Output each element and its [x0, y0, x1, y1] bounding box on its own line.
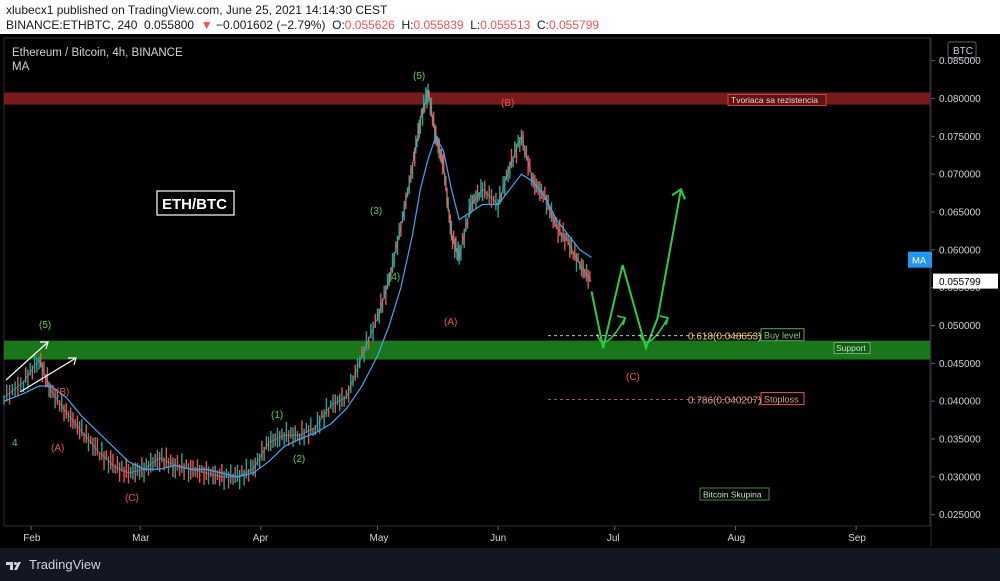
y-tick-label: 0.035000 [939, 434, 981, 445]
y-tick-label: 0.030000 [939, 472, 981, 483]
y-tick-label: 0.040000 [939, 397, 981, 408]
resistance-tag-box [727, 94, 827, 106]
publication-header: xlubecx1 published on TradingView.com, J… [0, 0, 1000, 34]
y-tick-label: 0.050000 [939, 321, 981, 332]
tradingview-icon [6, 561, 21, 570]
fib-tag-label: Buy level [764, 331, 801, 341]
quote-line: BINANCE:ETHBTC, 240 0.055800 ▼ −0.001602… [6, 18, 599, 32]
symbol-interval: BINANCE:ETHBTC, 240 [6, 18, 138, 32]
last-price: 0.055800 [144, 18, 195, 32]
open-value: 0.055626 [344, 18, 395, 32]
brand-label: TradingView [29, 557, 101, 572]
high-value: 0.055839 [413, 18, 464, 32]
fib-ratio-label: 0.618(0.048653) [688, 332, 761, 343]
x-tick-label: Jul [607, 533, 620, 544]
open-label: O: [332, 18, 345, 32]
x-tick-label: Mar [132, 533, 150, 544]
wave-label-red: (B) [56, 387, 69, 398]
y-axis-bg [931, 38, 1000, 548]
ma-price-label: MA [912, 256, 927, 267]
fib-tag-label: Stoploss [764, 395, 799, 405]
trend-arrowhead [68, 357, 77, 366]
x-tick-label: May [370, 533, 389, 544]
last-price-label: 0.055799 [939, 277, 981, 288]
wave-label-green: (3) [370, 206, 382, 217]
legend-indicator: MA [12, 61, 30, 73]
projection-path [590, 189, 682, 352]
chart-legend: Ethereum / Bitcoin, 4h, BINANCE MA [12, 46, 183, 74]
projection-arrowhead [671, 187, 686, 200]
resistance-label: Tvoriaca sa rezistencia [731, 95, 818, 105]
change-arrow: ▼ [200, 18, 213, 32]
currency-box [947, 41, 977, 59]
bitcoin-skupina-box [699, 487, 770, 501]
trend-arrowhead [40, 341, 49, 350]
legend-title: Ethereum / Bitcoin, 4h, BINANCE [12, 47, 183, 59]
wave-label-red: (C) [626, 372, 640, 383]
wave-label-green: (4) [388, 272, 400, 283]
y-tick-label: 0.065000 [939, 208, 981, 219]
x-tick-label: Aug [727, 533, 745, 544]
x-tick-label: Jun [490, 533, 506, 544]
change-value: −0.001602 (−2.79%) [216, 18, 326, 32]
tradingview-logo[interactable]: TradingView [6, 557, 101, 572]
bounce-arrowhead [659, 315, 669, 326]
wave-label-green: 4 [12, 438, 18, 449]
wave-label-green: (5) [39, 320, 51, 331]
fib-ratio-label: 0.786(0.040207) [688, 396, 761, 407]
x-tick-label: Apr [253, 533, 269, 544]
currency-label: BTC [953, 46, 973, 57]
bounce-arrow [596, 317, 626, 343]
wave-label-green: (2) [293, 454, 305, 465]
price-line [3, 90, 592, 478]
low-label: L: [470, 18, 481, 32]
low-value: 0.055513 [480, 18, 531, 32]
last-price-tag [933, 273, 998, 289]
trend-arrow [5, 341, 49, 381]
y-tick-label: 0.025000 [939, 510, 981, 521]
eth-btc-annotation: ETH/BTC [162, 196, 227, 213]
close-label: C: [537, 18, 549, 32]
bounce-arrow [639, 317, 669, 343]
y-tick-label: 0.070000 [939, 170, 981, 181]
bitcoin-skupina-annotation: Bitcoin Skupina [703, 490, 762, 500]
x-tick-label: Feb [23, 533, 41, 544]
wave-label-red: (A) [51, 443, 64, 454]
fib-tag-box [760, 392, 805, 406]
y-tick-label: 0.045000 [939, 359, 981, 370]
support-label: Support [836, 343, 866, 353]
y-tick-label: 0.085000 [939, 56, 981, 67]
x-tick-label: Sep [848, 533, 866, 544]
y-tick-label: 0.075000 [939, 132, 981, 143]
wave-label-green: (5) [413, 71, 425, 82]
wave-label-red: (A) [444, 317, 457, 328]
support-tag-box [833, 342, 871, 355]
ma-line [3, 134, 592, 478]
wave-label-green: (1) [271, 410, 283, 421]
footer-bar: TradingView [0, 548, 1000, 581]
plot-border [3, 37, 931, 527]
wave-label-red: (C) [125, 493, 139, 504]
fib-tag-box [760, 328, 805, 342]
y-tick-label: 0.060000 [939, 245, 981, 256]
zone-band [4, 340, 930, 360]
close-value: 0.055799 [549, 18, 600, 32]
wave-label-red: (B) [501, 98, 514, 109]
trend-arrow [19, 357, 77, 393]
published-line: xlubecx1 published on TradingView.com, J… [6, 3, 388, 17]
bounce-arrowhead [616, 315, 627, 326]
y-tick-label: 0.080000 [939, 94, 981, 105]
high-label: H: [401, 18, 414, 32]
ma-price-tag [908, 251, 932, 268]
eth-btc-box [156, 190, 235, 216]
zone-band [4, 92, 930, 105]
y-tick-label: 0.055000 [939, 283, 981, 294]
